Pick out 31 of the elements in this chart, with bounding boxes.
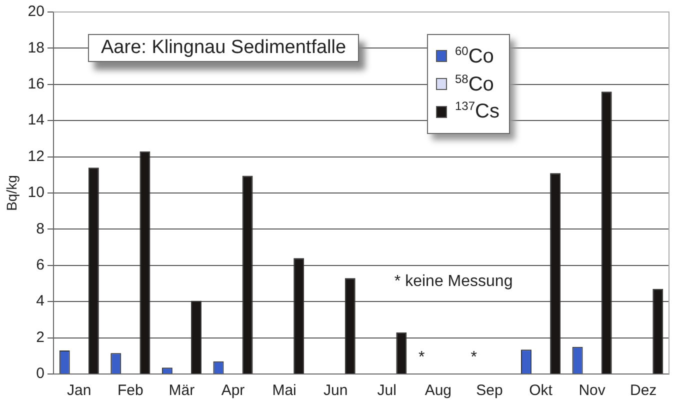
y-tick-label: 16 <box>28 76 44 93</box>
y-tick-label: 0 <box>36 365 44 382</box>
y-tick-label: 2 <box>36 328 44 346</box>
x-tick-label: Mär <box>168 382 195 400</box>
legend-label: $^{60}$Co <box>455 44 494 69</box>
x-tick-label: Mai <box>272 382 296 400</box>
y-tick-label: 18 <box>28 39 44 56</box>
x-tick-label: Okt <box>529 382 554 400</box>
legend-label: $^{58}$Co <box>455 72 494 96</box>
y-tick-label: 6 <box>36 256 44 274</box>
x-tick-label: Feb <box>117 382 144 400</box>
annotation: * keine Messung <box>394 273 513 290</box>
x-tick-label: Sep <box>476 382 503 400</box>
x-tick-label: Jun <box>324 382 348 400</box>
y-tick-label: 14 <box>28 112 44 129</box>
y-tick-label: 8 <box>36 220 44 238</box>
x-tick-label: Nov <box>578 382 606 400</box>
x-tick-label: Aug <box>424 382 452 400</box>
annotation: * <box>470 349 477 366</box>
x-tick-label: Dez <box>630 382 657 400</box>
y-tick-label: 4 <box>36 292 44 310</box>
legend-label: $^{137}$Cs <box>455 99 500 124</box>
text: Aare: Klingnau Sedimentfalle <box>88 34 360 62</box>
y-axis-title: Bq/kg <box>3 175 20 211</box>
x-tick-label: Jul <box>377 382 396 400</box>
y-tick-label: 12 <box>28 148 44 165</box>
annotation: * <box>418 349 425 366</box>
y-tick-label: 10 <box>28 184 44 202</box>
x-tick-label: Apr <box>221 382 245 400</box>
x-tick-label: Jan <box>67 382 92 400</box>
y-tick-label: 20 <box>28 3 44 20</box>
